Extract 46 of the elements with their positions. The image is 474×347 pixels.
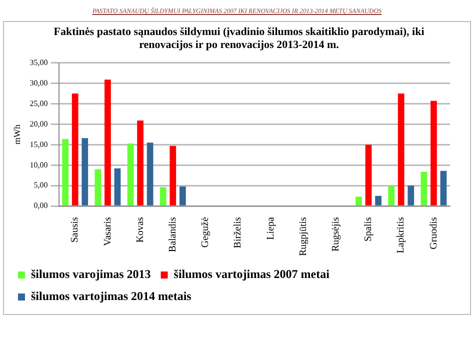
y-tick-label: 25,00 bbox=[30, 98, 48, 108]
x-tick-label: Gruodis bbox=[428, 217, 440, 250]
x-tick-label: Kovas bbox=[134, 217, 146, 243]
x-tick-label: Balandis bbox=[168, 217, 179, 252]
x-tick-label: Gegužė bbox=[200, 216, 212, 248]
y-tick-label: 5,00 bbox=[34, 180, 48, 190]
bar bbox=[388, 186, 394, 206]
bar bbox=[420, 172, 428, 206]
bar bbox=[170, 146, 176, 206]
bar bbox=[94, 169, 102, 206]
y-tick-label: 35,00 bbox=[30, 58, 48, 67]
bar bbox=[356, 196, 362, 206]
bar bbox=[146, 142, 154, 206]
bar bbox=[137, 120, 144, 206]
x-tick-label: Spalis bbox=[363, 217, 374, 242]
bar bbox=[440, 170, 447, 206]
bar bbox=[114, 168, 121, 206]
y-axis-title: mWh bbox=[12, 124, 22, 144]
bar bbox=[62, 138, 68, 206]
bar bbox=[180, 186, 186, 206]
bar bbox=[104, 80, 111, 206]
bar bbox=[82, 138, 88, 206]
bar bbox=[375, 196, 382, 206]
x-tick-label: Vasaris bbox=[102, 217, 114, 246]
legend-label: šilumos vartojimas 2014 metais bbox=[31, 289, 192, 304]
bar bbox=[72, 94, 78, 206]
bar bbox=[408, 186, 414, 206]
bar bbox=[127, 143, 134, 206]
x-tick-label: Liepa bbox=[265, 216, 276, 240]
x-tick-label: Sausis bbox=[70, 216, 81, 243]
bar bbox=[398, 94, 404, 206]
y-tick-label: 0,00 bbox=[34, 201, 48, 210]
x-tick-label: Rugsėjis bbox=[330, 217, 342, 252]
x-tick-label: Lapkritis bbox=[396, 217, 407, 254]
legend-label: šilumos varojimas 2013 bbox=[31, 267, 151, 282]
y-tick-label: 15,00 bbox=[30, 140, 48, 149]
legend-label: šilumos vartojimas 2007 metai bbox=[174, 267, 330, 282]
x-tick-label: Rugpjūtis bbox=[298, 217, 309, 256]
bar bbox=[365, 144, 372, 206]
x-tick-label: Birželis bbox=[232, 217, 244, 248]
y-tick-label: 20,00 bbox=[30, 119, 48, 128]
y-tick-label: 30,00 bbox=[30, 78, 48, 88]
chart-title: Faktinės pastato sąnaudos šildymui (įvadinio šilumos skaitiklio parodymai), iki renovacijos ir po renovacijos 2013-2014 m. bbox=[52, 26, 426, 52]
bar bbox=[160, 187, 166, 206]
y-tick-label: 10,00 bbox=[30, 160, 48, 170]
bar bbox=[430, 100, 437, 206]
